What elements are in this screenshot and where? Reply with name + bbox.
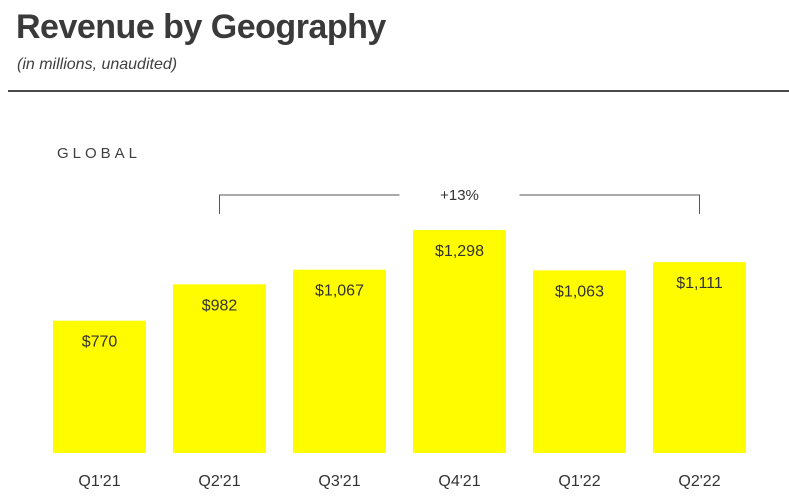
- bar-6: [653, 262, 746, 453]
- data-label-5: $1,063: [555, 283, 604, 300]
- x-tick-label-5: Q1'22: [558, 473, 600, 490]
- bar-4: [413, 230, 506, 453]
- x-tick-label-4: Q4'21: [438, 473, 480, 490]
- data-label-2: $982: [202, 297, 238, 314]
- section-label-global: GLOBAL: [57, 145, 142, 162]
- data-label-1: $770: [82, 334, 118, 351]
- bar-5: [533, 270, 626, 453]
- bar-3: [293, 269, 386, 453]
- title-divider: [8, 90, 789, 92]
- bar-2: [173, 284, 266, 453]
- data-label-3: $1,067: [315, 283, 364, 300]
- growth-annotation: +13%: [440, 187, 479, 204]
- bar-1: [53, 320, 146, 453]
- x-tick-label-6: Q2'22: [678, 473, 720, 490]
- growth-bracket-right: [519, 194, 700, 214]
- page-subtitle: (in millions, unaudited): [17, 56, 178, 73]
- data-label-6: $1,111: [676, 275, 723, 292]
- data-label-4: $1,298: [435, 243, 484, 260]
- x-tick-label-3: Q3'21: [318, 473, 360, 490]
- page-title: Revenue by Geography: [16, 8, 386, 46]
- x-tick-label-2: Q2'21: [198, 473, 240, 490]
- x-tick-label-1: Q1'21: [78, 473, 120, 490]
- growth-bracket-left: [219, 194, 400, 214]
